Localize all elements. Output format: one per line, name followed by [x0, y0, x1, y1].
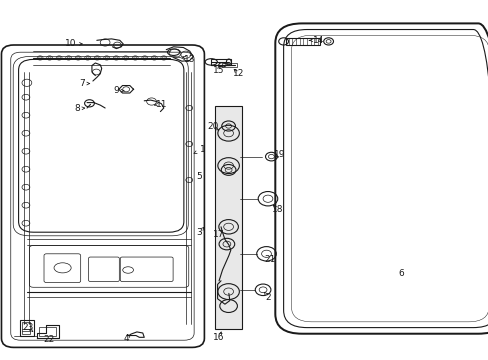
Text: 19: 19	[273, 150, 285, 158]
Text: 3: 3	[196, 228, 202, 237]
Bar	[21, 322, 30, 334]
Text: 10: 10	[65, 40, 77, 49]
Text: 18: 18	[271, 205, 283, 214]
Text: 1: 1	[200, 145, 205, 154]
Text: 11: 11	[155, 100, 167, 109]
Text: 17: 17	[213, 230, 224, 239]
Text: 15: 15	[213, 66, 224, 75]
Bar	[285, 38, 320, 45]
Text: 4: 4	[123, 334, 129, 343]
Text: 6: 6	[397, 269, 403, 278]
Text: 16: 16	[213, 333, 224, 342]
Text: 13: 13	[183, 55, 195, 64]
Bar	[20, 320, 34, 336]
Text: 8: 8	[74, 104, 80, 113]
Text: 14: 14	[312, 36, 324, 45]
Text: 2: 2	[264, 292, 270, 302]
Text: 12: 12	[232, 69, 244, 78]
Text: 7: 7	[79, 79, 85, 88]
Text: 5: 5	[196, 172, 202, 181]
Bar	[211, 59, 230, 65]
Bar	[39, 327, 56, 336]
Text: 20: 20	[206, 122, 218, 131]
Bar	[222, 63, 237, 67]
Text: 23: 23	[22, 323, 34, 332]
Text: 22: 22	[43, 335, 55, 343]
Bar	[215, 106, 242, 329]
Text: 21: 21	[264, 256, 275, 264]
Text: 9: 9	[113, 86, 119, 95]
